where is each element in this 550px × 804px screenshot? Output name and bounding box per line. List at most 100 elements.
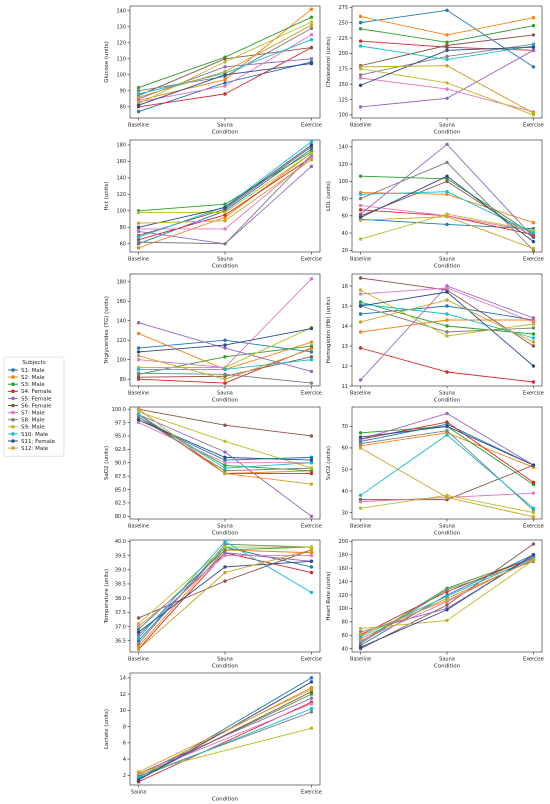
data-point-s2 [531,15,536,20]
y-tick-label: 120 [116,192,126,198]
chart-panel-10: 2 4 6 8 10 12 14 Sauna Exercise Condition Lactate … [104,672,322,803]
data-point-s12 [136,407,141,411]
y-axis-label: Glucose (units) [104,41,110,82]
data-point-s11 [358,645,363,650]
y-tick-label: 100 [338,179,348,185]
data-point-s8 [531,326,536,330]
y-tick-label: 30 [342,510,348,516]
data-point-s12 [136,770,141,774]
data-point-s1 [136,346,141,350]
y-tick-label: 40.0 [115,539,126,545]
data-point-s4 [531,480,536,485]
data-point-s5 [309,164,314,169]
legend-entry-label: S1: Male [21,368,45,374]
data-point-s8 [445,160,449,165]
series-line-s6 [138,549,312,619]
axes-frame [351,139,543,253]
data-point-s9 [136,621,141,626]
y-tick-label: 2 [123,773,126,779]
data-point-s9 [223,60,227,64]
data-point-s7 [223,461,227,465]
data-point-s9 [445,81,449,85]
y-tick-label: 140 [338,145,348,151]
data-point-s12 [531,515,536,519]
data-point-s7 [136,624,141,629]
data-point-s11 [136,103,141,107]
data-point-s4 [358,208,363,212]
legend-swatch-marker [11,417,15,422]
legend-entry-label: S8: Male [21,418,45,424]
data-point-s7 [309,553,314,558]
data-point-s3 [309,469,314,473]
data-point-s5 [309,696,314,700]
data-point-s3 [445,324,449,328]
data-point-s9 [136,210,141,215]
x-tick-label: Exercise [523,123,544,129]
y-tick-label: 40 [342,646,348,652]
y-tick-label: 160 [116,299,126,305]
y-tick-label: 130 [116,25,126,31]
chart-panel-5: 11 12 13 14 15 16 Baseline Sauna Exercise Conditi… [326,273,544,404]
y-tick-label: 92.5 [115,447,126,453]
y-tick-label: 60 [342,214,348,220]
y-tick-label: 125 [338,97,348,103]
data-point-s12 [136,95,141,99]
data-point-s8 [223,469,227,473]
data-point-s11 [136,630,141,634]
data-point-s8 [309,26,314,31]
y-axis-label: SvO2 (units) [326,446,332,480]
data-point-s9 [358,237,363,241]
data-point-s5 [223,551,227,555]
y-axis-label: Heart Rate (units) [326,571,332,620]
x-tick-label: Baseline [128,391,149,397]
y-tick-label: 100 [116,209,126,215]
legend-entry-label: S9: Male [21,425,45,431]
data-point-s8 [136,240,141,244]
x-tick-label: Baseline [350,391,371,397]
data-point-s10 [445,433,449,437]
data-point-s6 [531,33,536,37]
data-point-s12 [531,340,536,344]
x-tick-label: Sauna [131,790,147,796]
y-tick-label: 120 [338,162,348,168]
data-point-s9 [358,506,363,510]
legend-swatch-marker [11,382,15,387]
data-point-s10 [358,44,363,48]
data-point-s8 [445,330,449,334]
data-point-s1 [358,312,363,316]
x-tick-label: Baseline [350,123,371,129]
data-point-s5 [445,411,449,416]
y-tick-label: 4 [123,757,126,763]
legend-swatch-marker [11,432,15,436]
data-point-s11 [531,45,536,49]
y-tick-label: 80.0 [115,514,126,520]
data-point-s7 [445,286,449,290]
data-point-s4 [309,570,314,575]
y-tick-label: 87.5 [115,474,126,480]
y-tick-label: 16 [342,284,348,290]
data-point-s11 [358,304,363,308]
data-point-s10 [531,506,536,510]
y-axis-label: Triglycerides (TG) (units) [104,296,110,365]
data-point-s8 [136,415,141,419]
data-point-s10 [136,92,141,96]
data-point-s4 [445,420,449,424]
data-point-s12 [309,23,314,27]
data-point-s9 [309,726,314,730]
axes-frame [129,672,321,786]
data-point-s1 [309,147,314,151]
data-point-s2 [223,215,227,220]
x-tick-label: Baseline [128,123,149,129]
y-tick-label: 160 [338,566,348,572]
data-point-s9 [531,510,536,515]
data-point-s11 [309,680,314,684]
x-tick-label: Baseline [128,524,149,530]
data-point-s3 [531,23,536,28]
x-tick-label: Exercise [523,257,544,263]
data-point-s5 [358,378,363,382]
y-tick-label: 140 [116,9,126,15]
data-point-s4 [223,213,227,217]
y-tick-label: 60 [120,242,126,248]
data-point-s11 [309,61,314,66]
